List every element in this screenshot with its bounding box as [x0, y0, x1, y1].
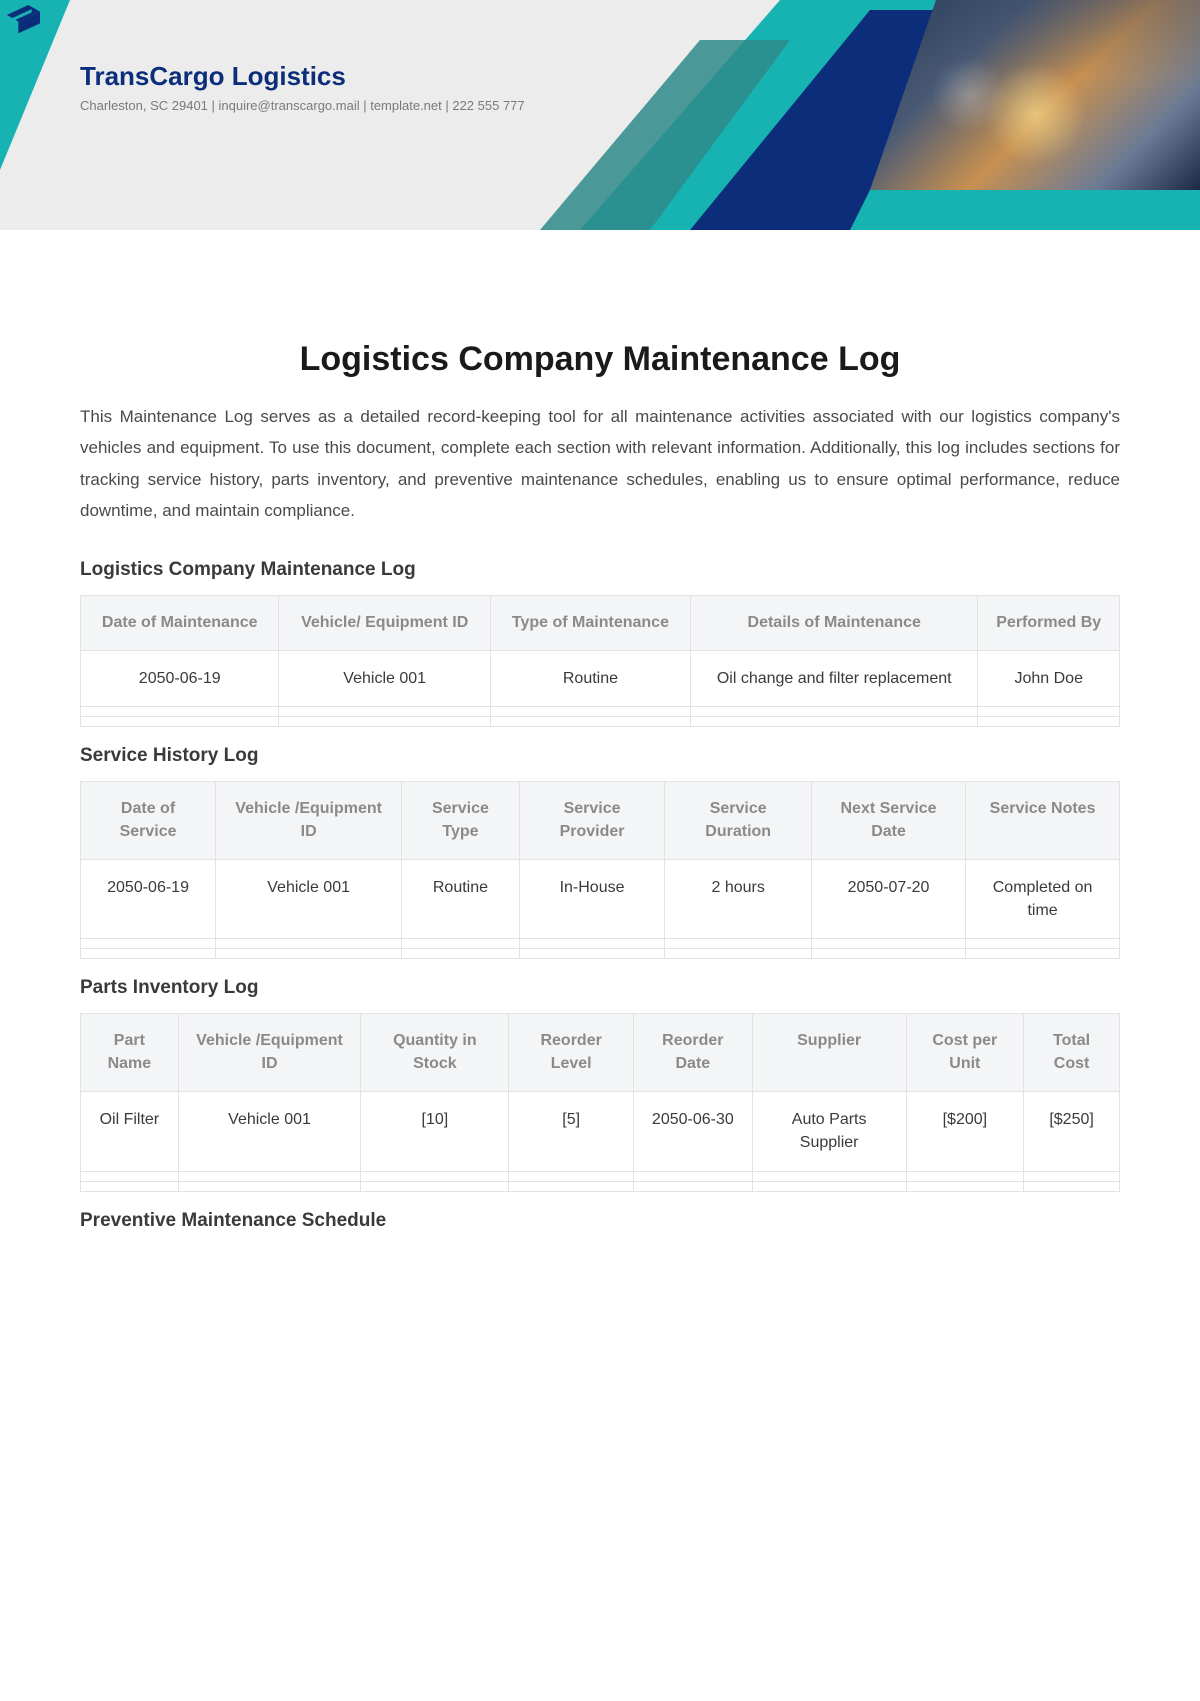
table-row: 2050-06-19 Vehicle 001 Routine In-House …	[81, 860, 1120, 939]
table-row	[81, 1171, 1120, 1181]
logo-icon	[0, 0, 50, 40]
parts-table: Part Name Vehicle /Equipment ID Quantity…	[80, 1013, 1120, 1191]
col-header: Part Name	[81, 1014, 179, 1092]
document-body: Logistics Company Maintenance Log This M…	[0, 230, 1200, 1286]
maintenance-table: Date of Maintenance Vehicle/ Equipment I…	[80, 595, 1120, 728]
col-header: Cost per Unit	[906, 1014, 1024, 1092]
col-header: Reorder Level	[509, 1014, 634, 1092]
col-header: Service Notes	[966, 782, 1120, 860]
col-header: Service Duration	[665, 782, 812, 860]
table-row	[81, 1181, 1120, 1191]
col-header: Vehicle /Equipment ID	[216, 782, 402, 860]
table-row: 2050-06-19 Vehicle 001 Routine Oil chang…	[81, 651, 1120, 707]
service-table: Date of Service Vehicle /Equipment ID Se…	[80, 781, 1120, 959]
header-content: TransCargo Logistics Charleston, SC 2940…	[0, 0, 1200, 113]
table-row	[81, 949, 1120, 959]
col-header: Date of Service	[81, 782, 216, 860]
col-header: Service Provider	[519, 782, 665, 860]
company-name: TransCargo Logistics	[80, 61, 346, 92]
section-title-maintenance: Logistics Company Maintenance Log	[80, 559, 1120, 581]
table-row	[81, 707, 1120, 717]
section-title-parts: Parts Inventory Log	[80, 977, 1120, 999]
section-title-service: Service History Log	[80, 745, 1120, 767]
col-header: Vehicle/ Equipment ID	[279, 595, 490, 650]
col-header: Supplier	[752, 1014, 906, 1092]
company-sub: Charleston, SC 29401 | inquire@transcarg…	[80, 98, 525, 113]
col-header: Performed By	[978, 595, 1120, 650]
table-row	[81, 717, 1120, 727]
col-header: Quantity in Stock	[361, 1014, 509, 1092]
header-banner: TransCargo Logistics Charleston, SC 2940…	[0, 0, 1200, 230]
col-header: Total Cost	[1024, 1014, 1120, 1092]
section-title-preventive: Preventive Maintenance Schedule	[80, 1210, 1120, 1232]
col-header: Reorder Date	[633, 1014, 752, 1092]
col-header: Type of Maintenance	[490, 595, 690, 650]
table-row: Oil Filter Vehicle 001 [10] [5] 2050-06-…	[81, 1092, 1120, 1171]
table-row	[81, 939, 1120, 949]
col-header: Date of Maintenance	[81, 595, 279, 650]
col-header: Next Service Date	[811, 782, 965, 860]
intro-paragraph: This Maintenance Log serves as a detaile…	[80, 401, 1120, 527]
col-header: Service Type	[402, 782, 520, 860]
document-title: Logistics Company Maintenance Log	[80, 340, 1120, 379]
col-header: Vehicle /Equipment ID	[178, 1014, 361, 1092]
col-header: Details of Maintenance	[690, 595, 977, 650]
